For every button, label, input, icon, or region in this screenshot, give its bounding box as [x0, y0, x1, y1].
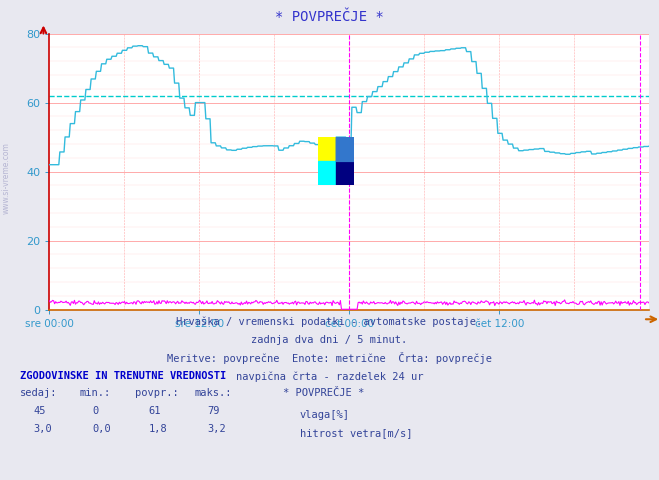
Text: vlaga[%]: vlaga[%]	[300, 410, 350, 420]
Text: zadnja dva dni / 5 minut.: zadnja dva dni / 5 minut.	[251, 335, 408, 345]
Text: 3,0: 3,0	[33, 424, 51, 434]
Text: www.si-vreme.com: www.si-vreme.com	[2, 142, 11, 214]
Text: hitrost vetra[m/s]: hitrost vetra[m/s]	[300, 429, 413, 438]
Text: 0: 0	[92, 406, 98, 416]
Text: min.:: min.:	[79, 388, 110, 398]
Text: ZGODOVINSKE IN TRENUTNE VREDNOSTI: ZGODOVINSKE IN TRENUTNE VREDNOSTI	[20, 371, 226, 381]
Bar	[318, 137, 336, 161]
Text: Hrvaška / vremenski podatki - avtomatske postaje.: Hrvaška / vremenski podatki - avtomatske…	[177, 316, 482, 327]
Polygon shape	[336, 137, 355, 161]
Bar	[336, 161, 355, 185]
Text: 45: 45	[33, 406, 45, 416]
Text: 3,2: 3,2	[208, 424, 226, 434]
Text: 79: 79	[208, 406, 220, 416]
Polygon shape	[336, 137, 355, 161]
Text: 61: 61	[148, 406, 161, 416]
Text: sedaj:: sedaj:	[20, 388, 57, 398]
Text: Meritve: povprečne  Enote: metrične  Črta: povprečje: Meritve: povprečne Enote: metrične Črta:…	[167, 352, 492, 364]
Text: povpr.:: povpr.:	[135, 388, 179, 398]
Text: * POVPREČJE *: * POVPREČJE *	[283, 388, 364, 398]
Text: maks.:: maks.:	[194, 388, 232, 398]
Text: navpična črta - razdelek 24 ur: navpična črta - razdelek 24 ur	[236, 371, 423, 382]
Text: 1,8: 1,8	[148, 424, 167, 434]
Text: 0,0: 0,0	[92, 424, 111, 434]
Bar	[318, 161, 336, 185]
Text: * POVPREČJE *: * POVPREČJE *	[275, 10, 384, 24]
